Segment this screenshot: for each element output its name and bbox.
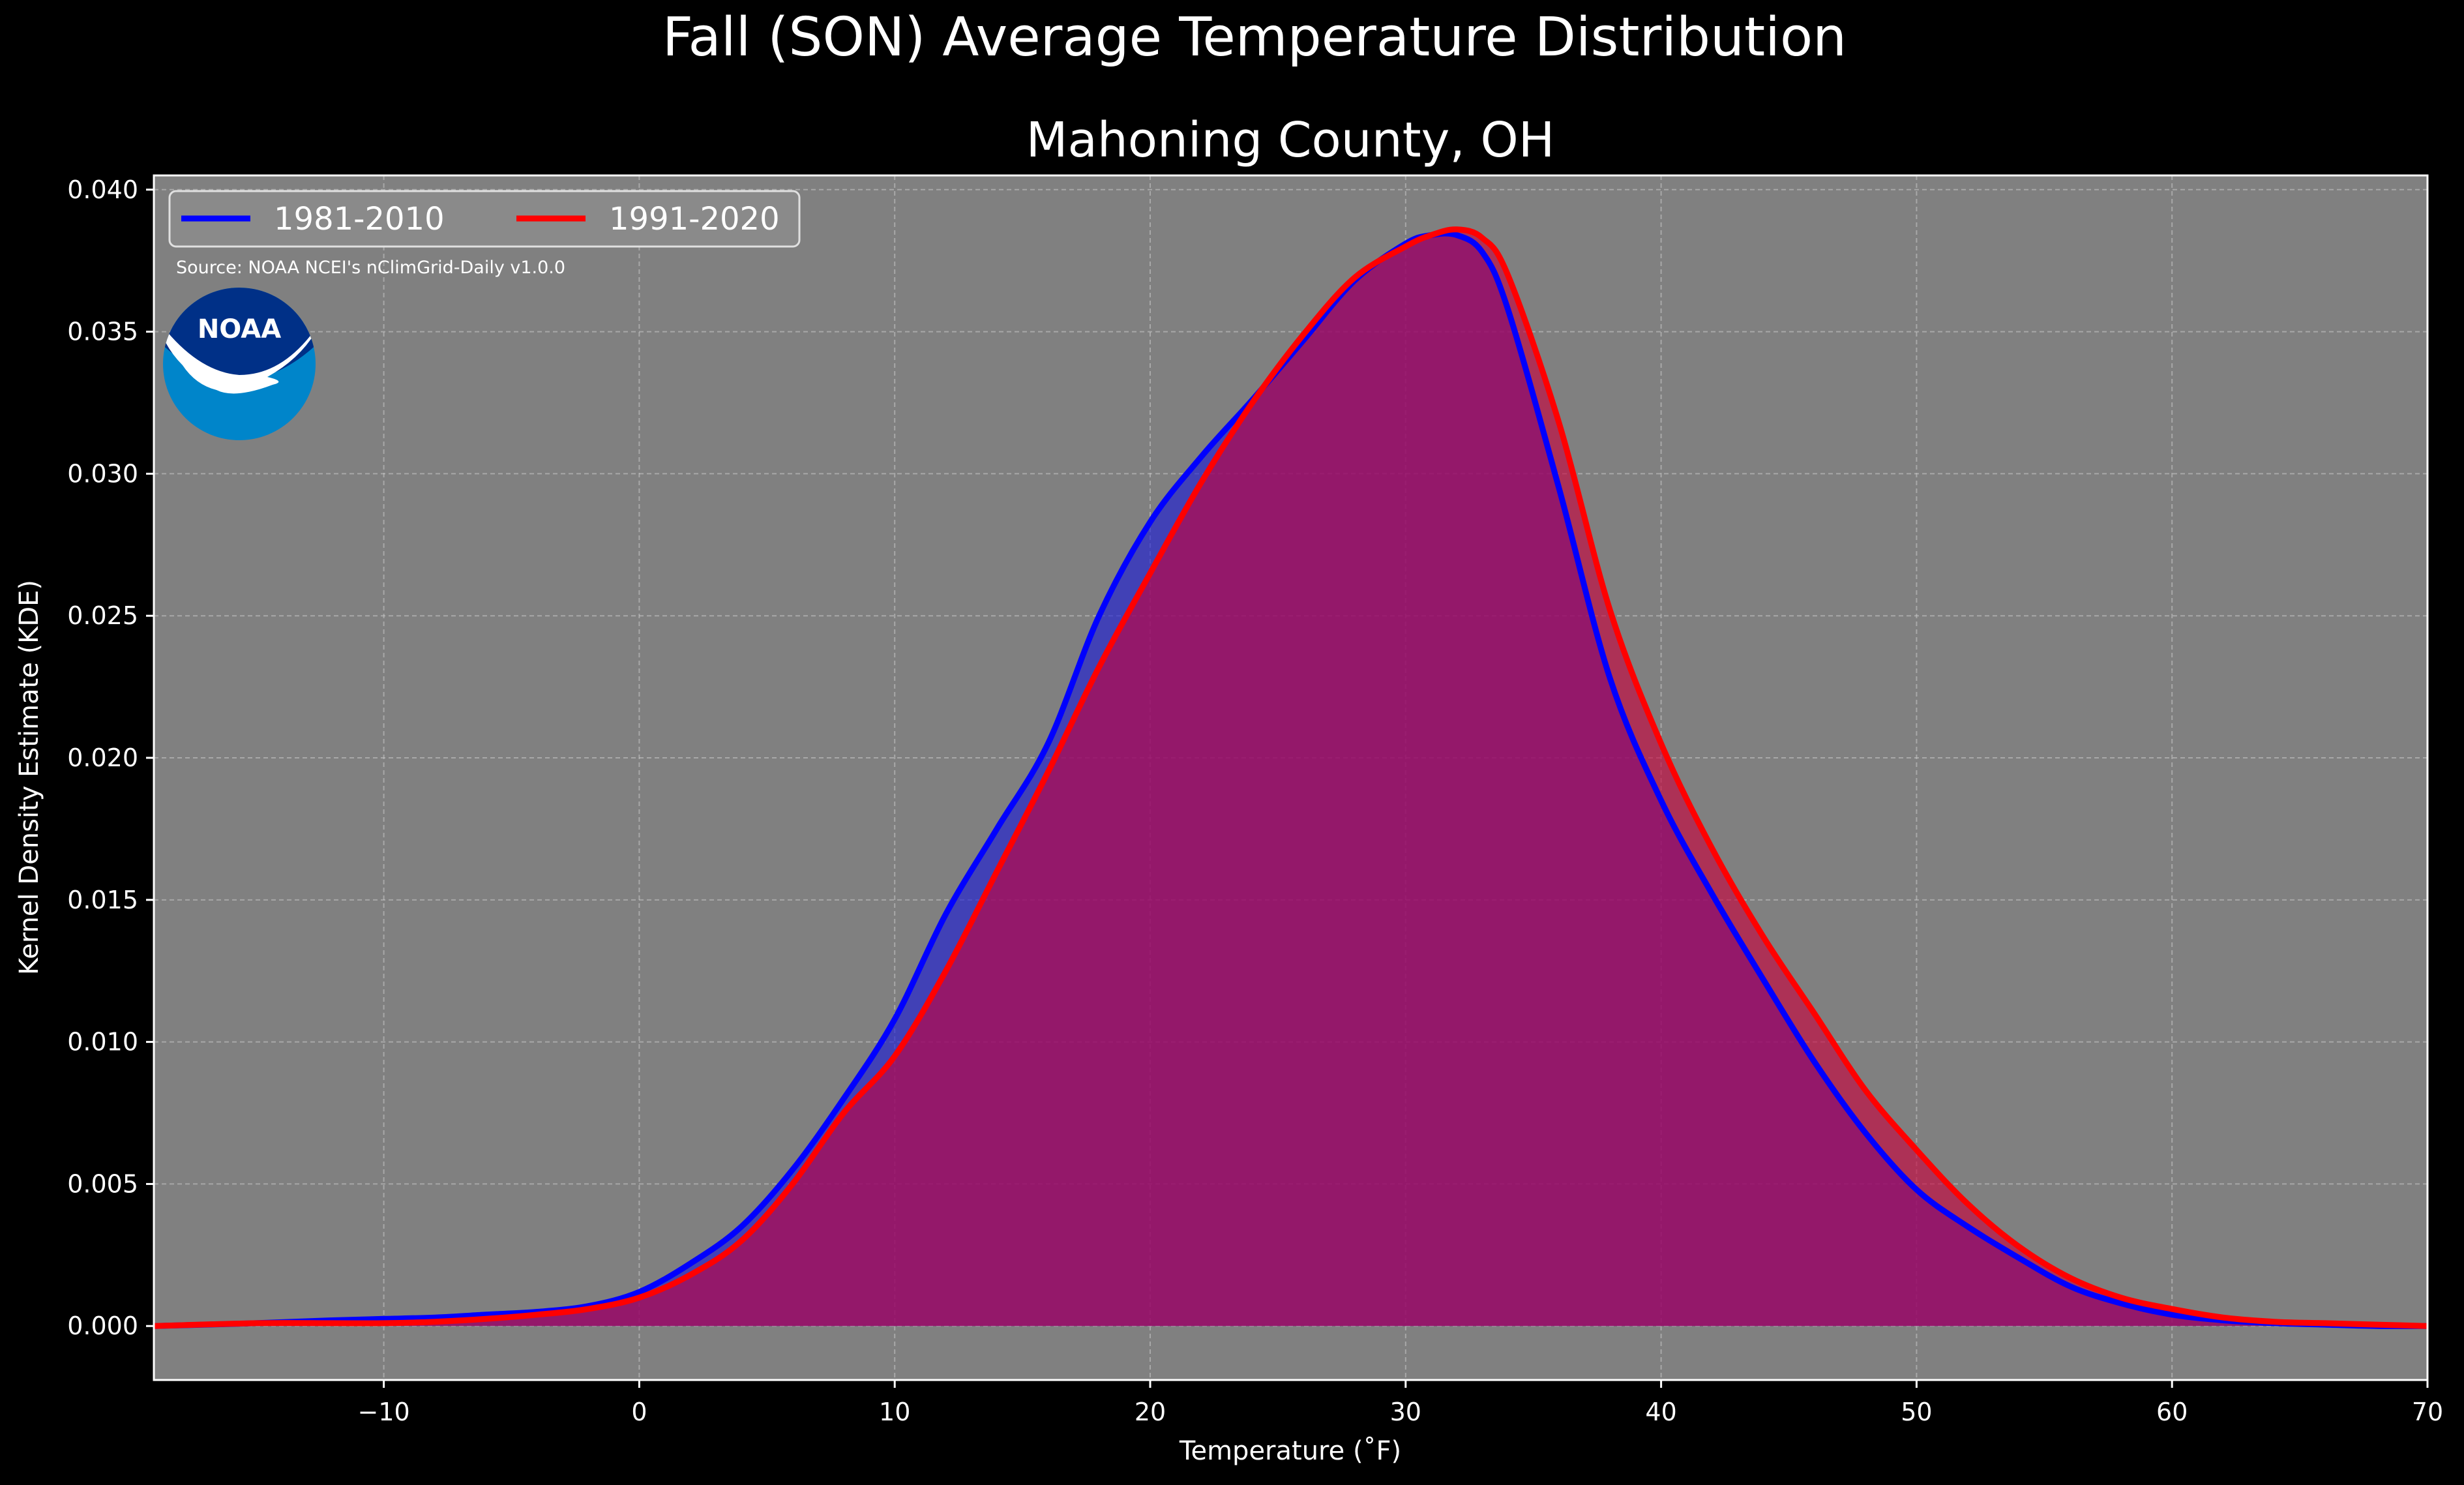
chart-title: Fall (SON) Average Temperature Distribut… [662, 7, 1847, 68]
x-axis-label: Temperature (˚F) [1179, 1436, 1401, 1466]
y-tick-label: 0.020 [67, 743, 138, 772]
y-axis-label: Kernel Density Estimate (KDE) [14, 580, 44, 975]
y-axis-ticks: 0.000 0.005 0.010 0.015 0.020 0.025 0.030 0.035… [67, 175, 154, 1340]
y-tick-label: 0.035 [67, 318, 138, 346]
y-tick-label: 0.030 [67, 459, 138, 488]
y-tick-label: 0.000 [67, 1312, 138, 1340]
plot-frame [153, 174, 2429, 1381]
y-tick-label: 0.025 [67, 601, 138, 630]
x-axis-ticks: −10 0 10 20 30 40 50 60 70 [358, 1380, 2443, 1426]
legend-box [168, 190, 801, 248]
x-tick-label: 40 [1645, 1398, 1676, 1426]
x-tick-label: 20 [1135, 1398, 1166, 1426]
legend-label-1991-2020: 1991-2020 [609, 201, 780, 237]
area-fill-1991-2020 [154, 229, 2427, 1327]
series-line-1991-2020 [154, 226, 2427, 1329]
y-tick-label: 0.005 [67, 1169, 138, 1198]
source-annotation: Source: NOAA NCEI's nClimGrid-Daily v1.0… [176, 258, 565, 278]
x-tick-label: −10 [358, 1398, 410, 1426]
y-tick-label: 0.040 [67, 175, 138, 204]
noaa-logo-text: NOAA [198, 314, 281, 344]
legend: 1981-2010 1991-2020 [168, 190, 801, 248]
x-tick-label: 70 [2412, 1398, 2443, 1426]
noaa-logo-icon: NOAA [163, 288, 316, 440]
x-tick-label: 30 [1390, 1398, 1421, 1426]
y-tick-label: 0.015 [67, 886, 138, 914]
x-tick-label: 50 [1901, 1398, 1932, 1426]
x-tick-label: 0 [631, 1398, 647, 1426]
x-tick-label: 10 [879, 1398, 910, 1426]
y-tick-label: 0.010 [67, 1028, 138, 1057]
chart-subtitle: Mahoning County, OH [1026, 112, 1555, 168]
legend-label-1981-2010: 1981-2010 [274, 201, 445, 237]
x-tick-label: 60 [2156, 1398, 2188, 1426]
